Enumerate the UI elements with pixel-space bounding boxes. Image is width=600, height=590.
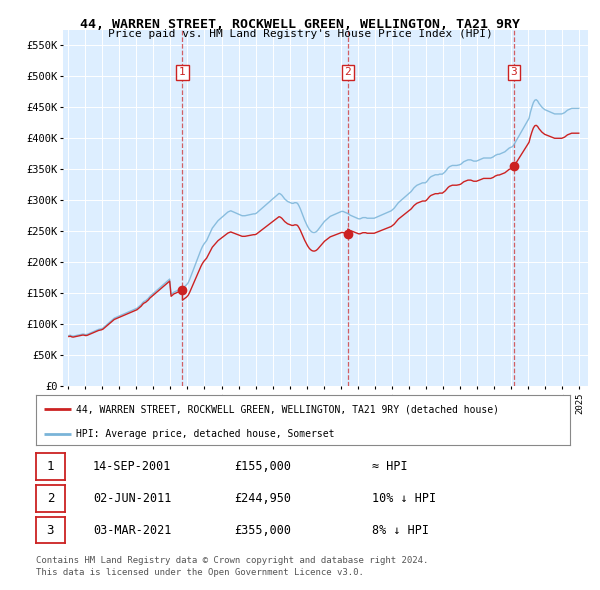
Text: Price paid vs. HM Land Registry's House Price Index (HPI): Price paid vs. HM Land Registry's House … <box>107 29 493 39</box>
Text: 2: 2 <box>344 67 351 77</box>
Text: £355,000: £355,000 <box>234 523 291 537</box>
Text: 3: 3 <box>511 67 517 77</box>
Text: 10% ↓ HPI: 10% ↓ HPI <box>372 491 436 505</box>
Text: £155,000: £155,000 <box>234 460 291 473</box>
Text: 3: 3 <box>47 523 54 537</box>
Text: HPI: Average price, detached house, Somerset: HPI: Average price, detached house, Some… <box>76 430 335 440</box>
Text: 03-MAR-2021: 03-MAR-2021 <box>93 523 172 537</box>
Text: 1: 1 <box>179 67 186 77</box>
Text: 44, WARREN STREET, ROCKWELL GREEN, WELLINGTON, TA21 9RY (detached house): 44, WARREN STREET, ROCKWELL GREEN, WELLI… <box>76 404 499 414</box>
Text: 8% ↓ HPI: 8% ↓ HPI <box>372 523 429 537</box>
Text: 2: 2 <box>47 491 54 505</box>
Text: Contains HM Land Registry data © Crown copyright and database right 2024.: Contains HM Land Registry data © Crown c… <box>36 556 428 565</box>
Text: 1: 1 <box>47 460 54 473</box>
Text: 44, WARREN STREET, ROCKWELL GREEN, WELLINGTON, TA21 9RY: 44, WARREN STREET, ROCKWELL GREEN, WELLI… <box>80 18 520 31</box>
Text: 02-JUN-2011: 02-JUN-2011 <box>93 491 172 505</box>
Text: 14-SEP-2001: 14-SEP-2001 <box>93 460 172 473</box>
Text: £244,950: £244,950 <box>234 491 291 505</box>
Text: This data is licensed under the Open Government Licence v3.0.: This data is licensed under the Open Gov… <box>36 568 364 577</box>
Text: ≈ HPI: ≈ HPI <box>372 460 407 473</box>
